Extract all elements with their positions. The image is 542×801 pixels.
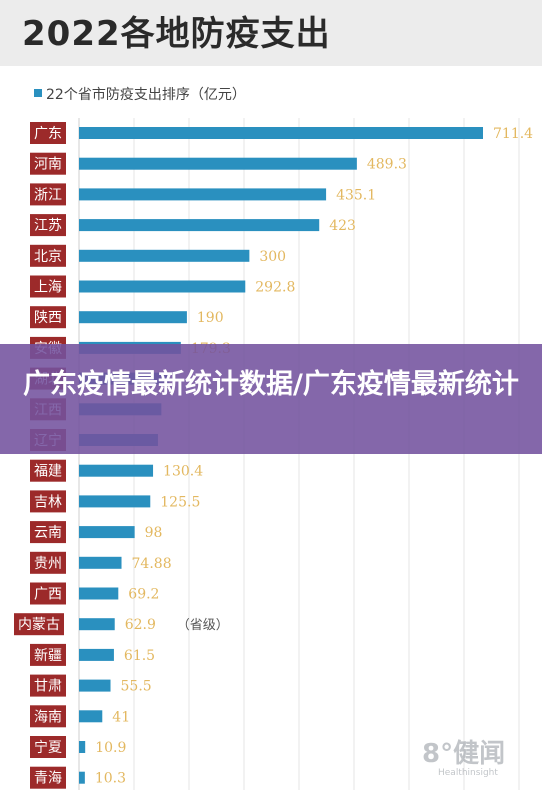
category-label-bg [14, 613, 64, 636]
value-label: 10.3 [95, 771, 126, 787]
value-label: 10.9 [95, 740, 126, 756]
value-label: 55.5 [121, 679, 152, 695]
category-label: 福建 [34, 464, 62, 480]
value-label: 190 [197, 310, 224, 326]
bar [79, 280, 246, 293]
bar [79, 618, 115, 631]
category-label-bg [30, 705, 66, 728]
bar [79, 311, 187, 324]
category-label-bg [30, 582, 66, 605]
bar [79, 249, 250, 262]
category-label: 陕西 [34, 310, 62, 326]
value-label: 711.4 [493, 126, 533, 142]
value-label: 435.1 [336, 187, 376, 203]
watermark-sub: Healthinsight [438, 768, 498, 778]
category-label: 宁夏 [34, 739, 62, 756]
bar [79, 771, 85, 784]
category-label: 广西 [34, 587, 62, 603]
bar [79, 587, 119, 600]
bar [79, 188, 327, 201]
headline-banner: 广东疫情最新统计数据/广东疫情最新统计 [0, 344, 542, 454]
bar [79, 127, 483, 139]
value-label: 130.4 [163, 464, 203, 480]
bar [79, 157, 357, 170]
category-label-bg [30, 643, 66, 666]
category-label-bg [30, 306, 66, 329]
value-label: 41 [112, 709, 130, 725]
category-label: 河南 [34, 157, 62, 173]
value-label: 489.3 [367, 157, 407, 173]
category-label-bg [30, 674, 66, 697]
category-label: 海南 [34, 709, 62, 725]
value-label: 62.9 [125, 617, 156, 633]
value-label: 423 [329, 218, 356, 234]
legend-swatch [34, 89, 42, 97]
category-label: 甘肃 [34, 679, 62, 695]
legend-label: 22个省市防疫支出排序（亿元） [46, 87, 246, 103]
category-label: 青海 [34, 771, 62, 787]
category-label-bg [30, 521, 66, 544]
category-label: 北京 [34, 249, 62, 265]
bar [79, 710, 103, 723]
bar [79, 679, 111, 692]
bar [79, 741, 86, 753]
category-label-bg [30, 490, 66, 513]
category-label: 贵州 [34, 556, 62, 572]
bar [79, 526, 135, 539]
watermark-logo: 8°健闻 Healthinsight [422, 740, 532, 790]
category-label-bg [30, 551, 66, 574]
chart-legend: 22个省市防疫支出排序（亿元） [34, 84, 246, 104]
category-label-bg [30, 275, 66, 298]
annotation-label: （省级） [177, 618, 229, 633]
category-label-bg [30, 244, 66, 267]
headline-text: 广东疫情最新统计数据/广东疫情最新统计 [23, 369, 519, 400]
bar [79, 648, 114, 661]
header: 2022各地防疫支出 [0, 0, 542, 66]
category-label-bg [30, 766, 66, 789]
category-label: 新疆 [34, 648, 62, 664]
category-label: 云南 [34, 525, 62, 541]
value-label: 74.88 [132, 556, 172, 572]
value-label: 292.8 [255, 280, 295, 296]
category-label-bg [30, 214, 66, 237]
category-label: 内蒙古 [18, 617, 60, 633]
value-label: 125.5 [160, 494, 200, 510]
category-label: 江苏 [34, 218, 62, 234]
value-label: 61.5 [124, 648, 155, 664]
bar [79, 556, 122, 569]
category-label-bg [30, 122, 66, 144]
category-label: 上海 [34, 280, 62, 296]
bar [79, 495, 151, 508]
value-label: 300 [259, 249, 286, 265]
value-label: 98 [145, 525, 163, 541]
category-label-bg [30, 183, 66, 206]
watermark-brand: 8°健闻 [422, 739, 506, 769]
category-label-bg [30, 152, 66, 175]
category-label-bg [30, 459, 66, 482]
category-label: 广东 [34, 126, 62, 142]
bar [79, 464, 154, 477]
category-label-bg [30, 736, 66, 758]
category-label: 吉林 [34, 494, 62, 510]
bar [79, 219, 320, 232]
category-label: 浙江 [34, 187, 62, 203]
value-label: 69.2 [128, 587, 159, 603]
chart-title: 2022各地防疫支出 [22, 14, 331, 54]
